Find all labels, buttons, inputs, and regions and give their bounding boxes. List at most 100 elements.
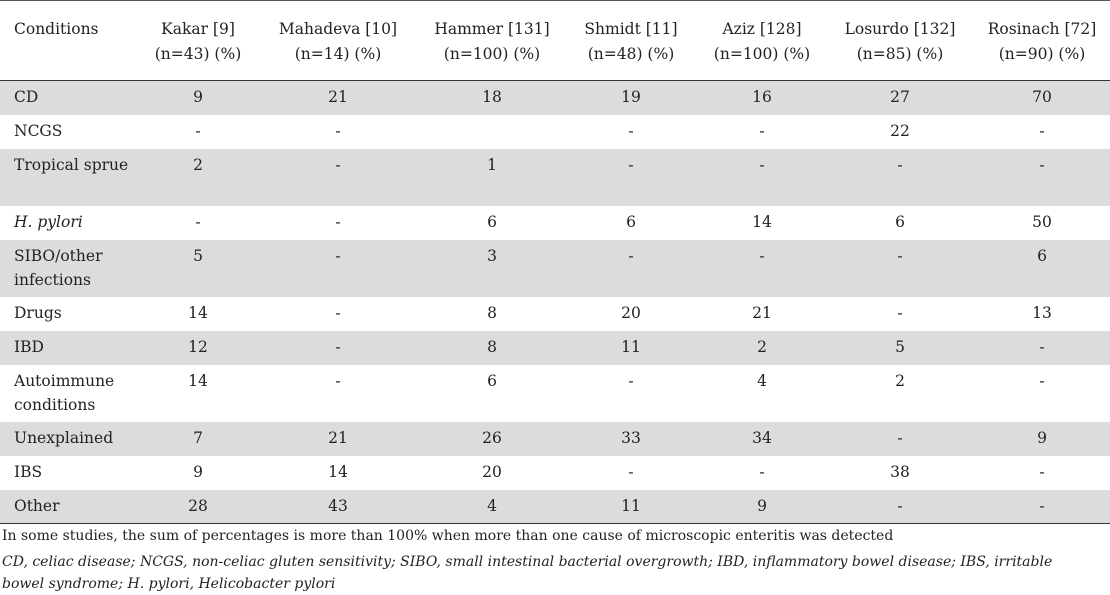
value-cell: 38 <box>890 462 910 481</box>
table-row: IBD 12-8 11 2 5- <box>0 330 1110 365</box>
value-cell: - <box>335 371 341 390</box>
table-row: Drugs 14 - 8 20 21 - 13 <box>0 297 1110 331</box>
table-row: CD 9 21 18 19 16 27 70 <box>0 80 1110 115</box>
value-cell: - <box>698 239 826 297</box>
table-row: Autoimmune conditions 14 - 6 - 4 2 - <box>0 365 1110 422</box>
condition-cell: IBD <box>0 330 140 365</box>
condition-cell: Autoimmune conditions <box>14 371 115 414</box>
value-cell: 21 <box>256 80 420 115</box>
value-cell: 8 <box>420 330 564 365</box>
header-kakar: Kakar [9] (n=43) (%) <box>154 20 242 63</box>
value-cell: - <box>698 148 826 206</box>
value-cell: 12 <box>140 330 256 365</box>
value-cell: - <box>1039 371 1045 390</box>
value-cell: 6 <box>895 212 905 231</box>
value-cell: 43 <box>256 489 420 524</box>
value-cell: 13 <box>1032 303 1052 322</box>
value-cell: - <box>759 121 765 140</box>
table-row: SIBO/other infections 5-3- - -6 <box>0 239 1110 297</box>
value-cell: - <box>335 121 341 140</box>
value-cell: 28 <box>140 489 256 524</box>
table-header: Conditions Kakar [9] (n=43) (%) Mahadeva … <box>0 0 1110 81</box>
value-cell: - <box>826 489 974 524</box>
value-cell: 5 <box>826 330 974 365</box>
value-cell: 19 <box>564 80 698 115</box>
value-cell: 9 <box>698 489 826 524</box>
value-cell: 21 <box>752 303 772 322</box>
value-cell: - <box>335 212 341 231</box>
value-cell: 70 <box>974 80 1110 115</box>
footnote-percentages: In some studies, the sum of percentages … <box>2 528 894 544</box>
value-cell: 6 <box>974 239 1110 297</box>
value-cell: - <box>335 303 341 322</box>
value-cell: 9 <box>193 462 203 481</box>
value-cell: - <box>897 303 903 322</box>
value-cell: 14 <box>328 462 348 481</box>
value-cell: 11 <box>564 489 698 524</box>
table-row: H. pylori - - 6 6 14 6 50 <box>0 206 1110 240</box>
value-cell: 26 <box>420 421 564 456</box>
value-cell: 3 <box>420 239 564 297</box>
value-cell: 4 <box>757 371 767 390</box>
condition-cell: IBS <box>14 462 43 481</box>
value-cell: 2 <box>140 148 256 206</box>
condition-cell: H. pylori <box>14 212 83 231</box>
value-cell: - <box>564 239 698 297</box>
value-cell: 5 <box>140 239 256 297</box>
header-row: Conditions Kakar [9] (n=43) (%) Mahadeva … <box>0 0 1110 81</box>
table-row: Tropical sprue 2-1- - - - <box>0 148 1110 206</box>
value-cell: 20 <box>482 462 502 481</box>
value-cell: - <box>628 462 634 481</box>
value-cell: 14 <box>752 212 772 231</box>
value-cell: 6 <box>626 212 636 231</box>
value-cell: 7 <box>140 421 256 456</box>
value-cell: 8 <box>487 303 497 322</box>
condition-cell: Drugs <box>14 303 62 322</box>
value-cell: - <box>628 121 634 140</box>
value-cell: 50 <box>1032 212 1052 231</box>
condition-cell: Tropical sprue <box>0 148 140 206</box>
value-cell: 20 <box>621 303 641 322</box>
value-cell: 33 <box>564 421 698 456</box>
table-row: IBS 9 14 20 - - 38 - <box>0 456 1110 490</box>
header-rosinach: Rosinach [72] (n=90) (%) <box>987 20 1097 63</box>
value-cell: - <box>826 239 974 297</box>
value-cell: 18 <box>420 80 564 115</box>
table-row: Unexplained 7 21 26 33 34-9 <box>0 421 1110 456</box>
header-mahadeva: Mahadeva [10] (n=14) (%) <box>278 20 398 63</box>
value-cell: - <box>564 148 698 206</box>
value-cell: - <box>1039 121 1045 140</box>
value-cell: 2 <box>698 330 826 365</box>
value-cell: - <box>195 121 201 140</box>
header-hammer: Hammer [131] (n=100) (%) <box>434 20 550 63</box>
condition-cell: CD <box>0 80 140 115</box>
value-cell: - <box>826 148 974 206</box>
value-cell: 6 <box>487 212 497 231</box>
value-cell: 22 <box>890 121 910 140</box>
value-cell: 9 <box>140 80 256 115</box>
value-cell: 4 <box>420 489 564 524</box>
value-cell: - <box>256 239 420 297</box>
value-cell: - <box>826 421 974 456</box>
value-cell: 2 <box>895 371 905 390</box>
table-row: NCGS - - - - 22 - <box>0 115 1110 149</box>
value-cell: - <box>1039 462 1045 481</box>
value-cell: - <box>256 330 420 365</box>
condition-cell: Unexplained <box>0 421 140 456</box>
value-cell: 34 <box>698 421 826 456</box>
value-cell: - <box>256 148 420 206</box>
value-cell: 14 <box>188 371 208 390</box>
header-aziz: Aziz [128] (n=100) (%) <box>713 20 811 63</box>
footnote-abbreviations: CD, celiac disease; NCGS, non-celiac glu… <box>2 554 1053 592</box>
value-cell <box>420 115 564 149</box>
table-body: CD 9 21 18 19 16 27 70 NCGS - - - -22- Tropical sprue… <box>0 80 1110 524</box>
value-cell: 11 <box>564 330 698 365</box>
condition-cell: NCGS <box>14 121 63 140</box>
value-cell: 1 <box>420 148 564 206</box>
value-cell: - <box>974 330 1110 365</box>
value-cell: 16 <box>698 80 826 115</box>
value-cell: 9 <box>974 421 1110 456</box>
value-cell: 21 <box>256 421 420 456</box>
value-cell: - <box>974 148 1110 206</box>
